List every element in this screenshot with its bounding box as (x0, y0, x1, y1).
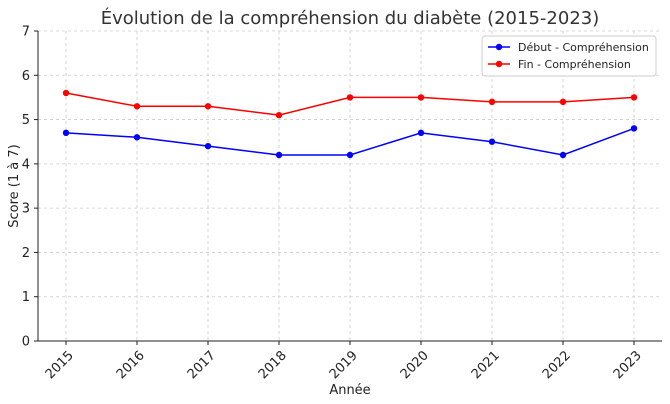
y-tick-label: 2 (22, 246, 30, 261)
data-point (133, 103, 141, 110)
x-tick-label: 2016 (114, 348, 148, 382)
x-tick-label: 2023 (611, 348, 645, 382)
legend-marker (495, 60, 503, 68)
x-ticks: 2015 2016 2017 2018 2019 2020 2021 2022 2023 (43, 341, 645, 382)
x-tick-label: 2017 (185, 348, 219, 382)
data-point (204, 103, 212, 110)
series (62, 89, 638, 159)
data-point (630, 125, 638, 132)
x-tick-label: 2022 (540, 348, 574, 382)
y-ticks: 0 1 2 3 4 5 6 7 (22, 25, 38, 350)
y-tick-label: 1 (22, 290, 30, 305)
y-axis-label: Score (1 à 7) (7, 144, 22, 227)
series-group (62, 89, 638, 119)
data-point (346, 94, 354, 101)
data-point (275, 111, 283, 119)
chart-title: Évolution de la compréhension du diabète… (101, 7, 600, 29)
y-tick-label: 3 (22, 202, 30, 217)
data-point (275, 151, 283, 159)
data-point (62, 129, 70, 137)
grid (38, 30, 662, 342)
x-tick-label: 2020 (398, 348, 432, 382)
data-point (417, 129, 425, 137)
data-point (488, 138, 496, 145)
legend-box (481, 35, 657, 77)
y-tick-label: 6 (22, 69, 30, 84)
data-point (559, 98, 567, 106)
y-tick-label: 7 (22, 25, 30, 40)
data-point (204, 142, 212, 150)
data-point (133, 134, 141, 141)
legend-label: Début - Compréhension (518, 41, 649, 54)
x-tick-label: 2019 (327, 348, 361, 382)
data-point (346, 151, 354, 159)
legend: Début - Compréhension Fin - Compréhension (481, 35, 657, 77)
y-tick-label: 0 (22, 335, 30, 350)
y-tick-label: 4 (22, 157, 30, 172)
x-tick-label: 2021 (469, 348, 503, 382)
axes (37, 31, 662, 342)
data-point (488, 98, 496, 106)
data-point (630, 94, 638, 101)
y-tick-label: 5 (22, 113, 30, 128)
x-axis-label: Année (329, 383, 370, 398)
data-point (559, 151, 567, 159)
legend-marker (495, 43, 503, 51)
x-tick-label: 2018 (256, 348, 290, 382)
data-point (417, 94, 425, 101)
series-group (62, 125, 638, 159)
x-tick-label: 2015 (43, 348, 77, 382)
legend-label: Fin - Compréhension (518, 58, 631, 71)
data-point (62, 89, 70, 97)
